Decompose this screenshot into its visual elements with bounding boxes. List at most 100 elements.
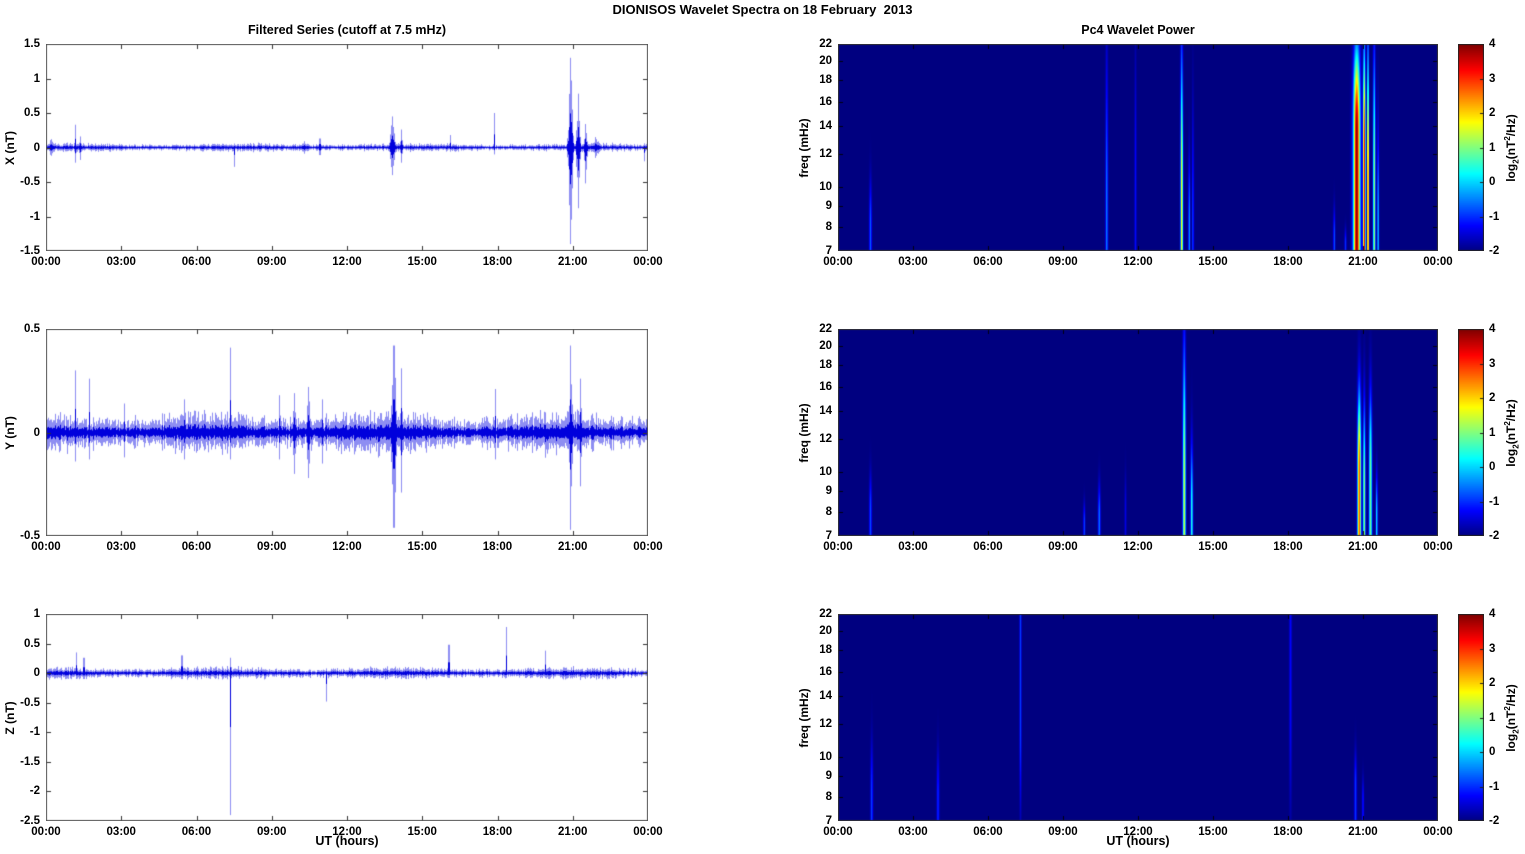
y-series-plot xyxy=(46,329,648,536)
y-tick-label: -1 xyxy=(29,726,40,739)
x-tick-label: 15:00 xyxy=(1198,256,1228,268)
y-tick-label: 7 xyxy=(825,530,832,542)
y-tick-label: 1 xyxy=(33,72,40,85)
x-tick-label: 15:00 xyxy=(407,541,437,553)
y-tick-label: -1.5 xyxy=(20,245,40,257)
y-tick-label: 10 xyxy=(819,180,832,193)
y-tick-label: 7 xyxy=(825,815,832,827)
y-tick-label: 20 xyxy=(819,625,832,638)
colorbar-tick-label: 3 xyxy=(1489,642,1496,655)
z-series-plot xyxy=(46,614,648,821)
colorbar-tick-label: 3 xyxy=(1489,72,1496,85)
x-tick-label: 21:00 xyxy=(1348,826,1378,838)
y-tick-label: 12 xyxy=(819,147,832,160)
y-tick-label: 8 xyxy=(825,220,832,233)
x-tick-label: 00:00 xyxy=(823,256,853,268)
x-tick-label: 06:00 xyxy=(181,256,212,268)
x-tick-label: 00:00 xyxy=(1423,541,1453,553)
filtered-series-title: Filtered Series (cutoff at 7.5 mHz) xyxy=(248,23,446,37)
y-tick-label: 22 xyxy=(819,38,832,50)
colorbar-tick-label: 1 xyxy=(1489,141,1496,154)
x-tick-label: 18:00 xyxy=(482,541,513,553)
y-tick-label: 0 xyxy=(33,667,40,680)
y-tick-label: -0.5 xyxy=(20,696,40,709)
x-tick-label: 00:00 xyxy=(1423,826,1453,838)
y-tick-label: 12 xyxy=(819,717,832,730)
y-tick-label: -1 xyxy=(29,210,40,223)
x-tick-label: 03:00 xyxy=(898,256,928,268)
x-tick-label: 06:00 xyxy=(973,826,1003,838)
x-tick-label: 09:00 xyxy=(1048,826,1078,838)
y-tick-label: 14 xyxy=(819,689,832,702)
x-tick-label: 12:00 xyxy=(1123,541,1153,553)
y-tick-label: 22 xyxy=(819,323,832,335)
x-tick-label: 21:00 xyxy=(558,541,588,553)
x-tick-label: 06:00 xyxy=(973,541,1003,553)
y-tick-label: 16 xyxy=(819,95,832,108)
colorbar-tick-label: -2 xyxy=(1489,815,1500,827)
colorbar-y-canvas xyxy=(1458,329,1484,536)
x-tick-label: 09:00 xyxy=(257,541,287,553)
panel-z-series xyxy=(46,614,648,821)
x-tick-label: 18:00 xyxy=(482,826,513,838)
colorbar-tick-label: 2 xyxy=(1489,392,1496,404)
x-tick-label: 18:00 xyxy=(1273,826,1303,838)
y-tick-label: 8 xyxy=(825,790,832,803)
colorbar-tick-label: 2 xyxy=(1489,677,1496,689)
y-tick-label: 22 xyxy=(819,608,832,620)
y-tick-label: 9 xyxy=(825,199,832,212)
y-tick-label: 0.5 xyxy=(24,323,40,335)
y-tick-label: -0.5 xyxy=(20,530,40,542)
y-tick-label: 10 xyxy=(819,465,832,478)
colorbar-tick-label: -2 xyxy=(1489,530,1500,542)
x-tick-label: 00:00 xyxy=(633,256,663,268)
y-tick-label: 20 xyxy=(819,340,832,353)
y-tick-label: -2 xyxy=(29,785,40,798)
y-tick-label: 20 xyxy=(819,55,832,68)
colorbar-tick-label: 4 xyxy=(1489,608,1496,620)
colorbar-tick-label: 0 xyxy=(1489,746,1496,758)
y-tick-label: 12 xyxy=(819,432,832,445)
z-wavelet-spectrogram xyxy=(838,614,1438,821)
colorbar-z-canvas xyxy=(1458,614,1484,821)
x-tick-label: 09:00 xyxy=(1048,541,1078,553)
x-tick-label: 09:00 xyxy=(1048,256,1078,268)
y-tick-label: 1 xyxy=(33,608,40,620)
x-tick-label: 21:00 xyxy=(1348,541,1378,553)
x-tick-label: 12:00 xyxy=(332,826,362,838)
x-tick-label: 21:00 xyxy=(1348,256,1378,268)
colorbar-tick-label: -1 xyxy=(1489,495,1500,508)
x-tick-label: 15:00 xyxy=(1198,826,1228,838)
y-tick-label: 0 xyxy=(33,426,40,439)
colorbar-tick-label: 1 xyxy=(1489,711,1496,724)
colorbar-x-canvas xyxy=(1458,44,1484,251)
y-tick-label: 18 xyxy=(819,359,832,372)
x-tick-label: 18:00 xyxy=(1273,541,1303,553)
panel-z-wavelet-power xyxy=(838,614,1438,821)
x-tick-label: 00:00 xyxy=(823,826,853,838)
y-tick-label: 18 xyxy=(819,74,832,87)
x-tick-label: 15:00 xyxy=(1198,541,1228,553)
x-tick-label: 03:00 xyxy=(898,541,928,553)
y-tick-label: 0.5 xyxy=(24,637,40,650)
ut-hours-label-right: UT (hours) xyxy=(1106,834,1170,848)
colorbar-tick-label: 4 xyxy=(1489,38,1496,50)
colorbar-tick-label: 0 xyxy=(1489,176,1496,188)
x-tick-label: 00:00 xyxy=(823,541,853,553)
x-series-plot xyxy=(46,44,648,251)
colorbar-tick-label: -2 xyxy=(1489,245,1500,257)
x-tick-label: 00:00 xyxy=(633,541,663,553)
x-tick-label: 18:00 xyxy=(1273,256,1303,268)
x-tick-label: 09:00 xyxy=(257,826,287,838)
x-tick-label: 03:00 xyxy=(106,826,136,838)
x-tick-label: 06:00 xyxy=(181,541,212,553)
x-tick-label: 03:00 xyxy=(898,826,928,838)
y-tick-label: 9 xyxy=(825,484,832,497)
panel-x-wavelet-power xyxy=(838,44,1438,251)
colorbar-tick-label: -1 xyxy=(1489,780,1500,793)
x-tick-label: 00:00 xyxy=(31,256,61,268)
colorbar-tick-label: 2 xyxy=(1489,107,1496,119)
x-tick-label: 21:00 xyxy=(558,826,588,838)
colorbar-tick-label: 0 xyxy=(1489,461,1496,473)
colorbar-z xyxy=(1458,614,1484,821)
